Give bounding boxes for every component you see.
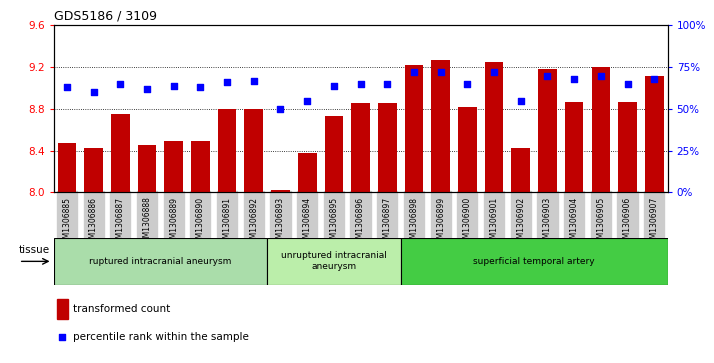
Bar bbox=[431, 60, 450, 192]
Point bbox=[435, 69, 446, 75]
Point bbox=[355, 81, 366, 87]
Bar bbox=[138, 146, 156, 192]
Bar bbox=[405, 65, 423, 192]
Bar bbox=[218, 109, 236, 192]
Point bbox=[488, 69, 500, 75]
Point bbox=[542, 73, 553, 78]
Bar bbox=[485, 62, 503, 192]
Bar bbox=[164, 141, 183, 192]
Bar bbox=[618, 102, 637, 192]
Bar bbox=[591, 67, 610, 192]
Bar bbox=[271, 190, 290, 192]
Point bbox=[221, 79, 233, 85]
Point bbox=[88, 89, 99, 95]
Bar bbox=[645, 76, 663, 192]
Text: unruptured intracranial
aneurysm: unruptured intracranial aneurysm bbox=[281, 251, 387, 272]
Bar bbox=[57, 299, 68, 319]
Bar bbox=[538, 69, 557, 192]
Bar bbox=[458, 107, 477, 192]
Text: transformed count: transformed count bbox=[74, 304, 171, 314]
Point bbox=[381, 81, 393, 87]
Text: ruptured intracranial aneurysm: ruptured intracranial aneurysm bbox=[89, 257, 231, 266]
Text: tissue: tissue bbox=[19, 245, 50, 254]
Point bbox=[61, 84, 73, 90]
Bar bbox=[267, 238, 401, 285]
Point bbox=[648, 76, 660, 82]
Bar bbox=[511, 147, 530, 192]
Bar bbox=[244, 109, 263, 192]
Point bbox=[114, 81, 126, 87]
Point bbox=[195, 84, 206, 90]
Point bbox=[408, 69, 420, 75]
Point bbox=[328, 83, 340, 89]
Point bbox=[248, 78, 259, 83]
Bar bbox=[378, 103, 396, 192]
Bar bbox=[325, 116, 343, 192]
Point bbox=[515, 98, 526, 103]
Point bbox=[595, 73, 607, 78]
Text: percentile rank within the sample: percentile rank within the sample bbox=[74, 331, 249, 342]
Bar bbox=[111, 114, 130, 192]
Point bbox=[168, 83, 179, 89]
Bar bbox=[54, 238, 267, 285]
Bar bbox=[401, 238, 668, 285]
Bar bbox=[298, 153, 316, 192]
Point bbox=[301, 98, 313, 103]
Point bbox=[141, 86, 153, 92]
Point bbox=[622, 81, 633, 87]
Bar bbox=[191, 141, 210, 192]
Point bbox=[568, 76, 580, 82]
Point bbox=[462, 81, 473, 87]
Point bbox=[56, 334, 69, 339]
Text: superficial temporal artery: superficial temporal artery bbox=[473, 257, 595, 266]
Bar bbox=[351, 103, 370, 192]
Bar bbox=[84, 147, 103, 192]
Bar bbox=[565, 102, 583, 192]
Text: GDS5186 / 3109: GDS5186 / 3109 bbox=[54, 10, 156, 23]
Point bbox=[275, 106, 286, 112]
Bar bbox=[58, 143, 76, 192]
